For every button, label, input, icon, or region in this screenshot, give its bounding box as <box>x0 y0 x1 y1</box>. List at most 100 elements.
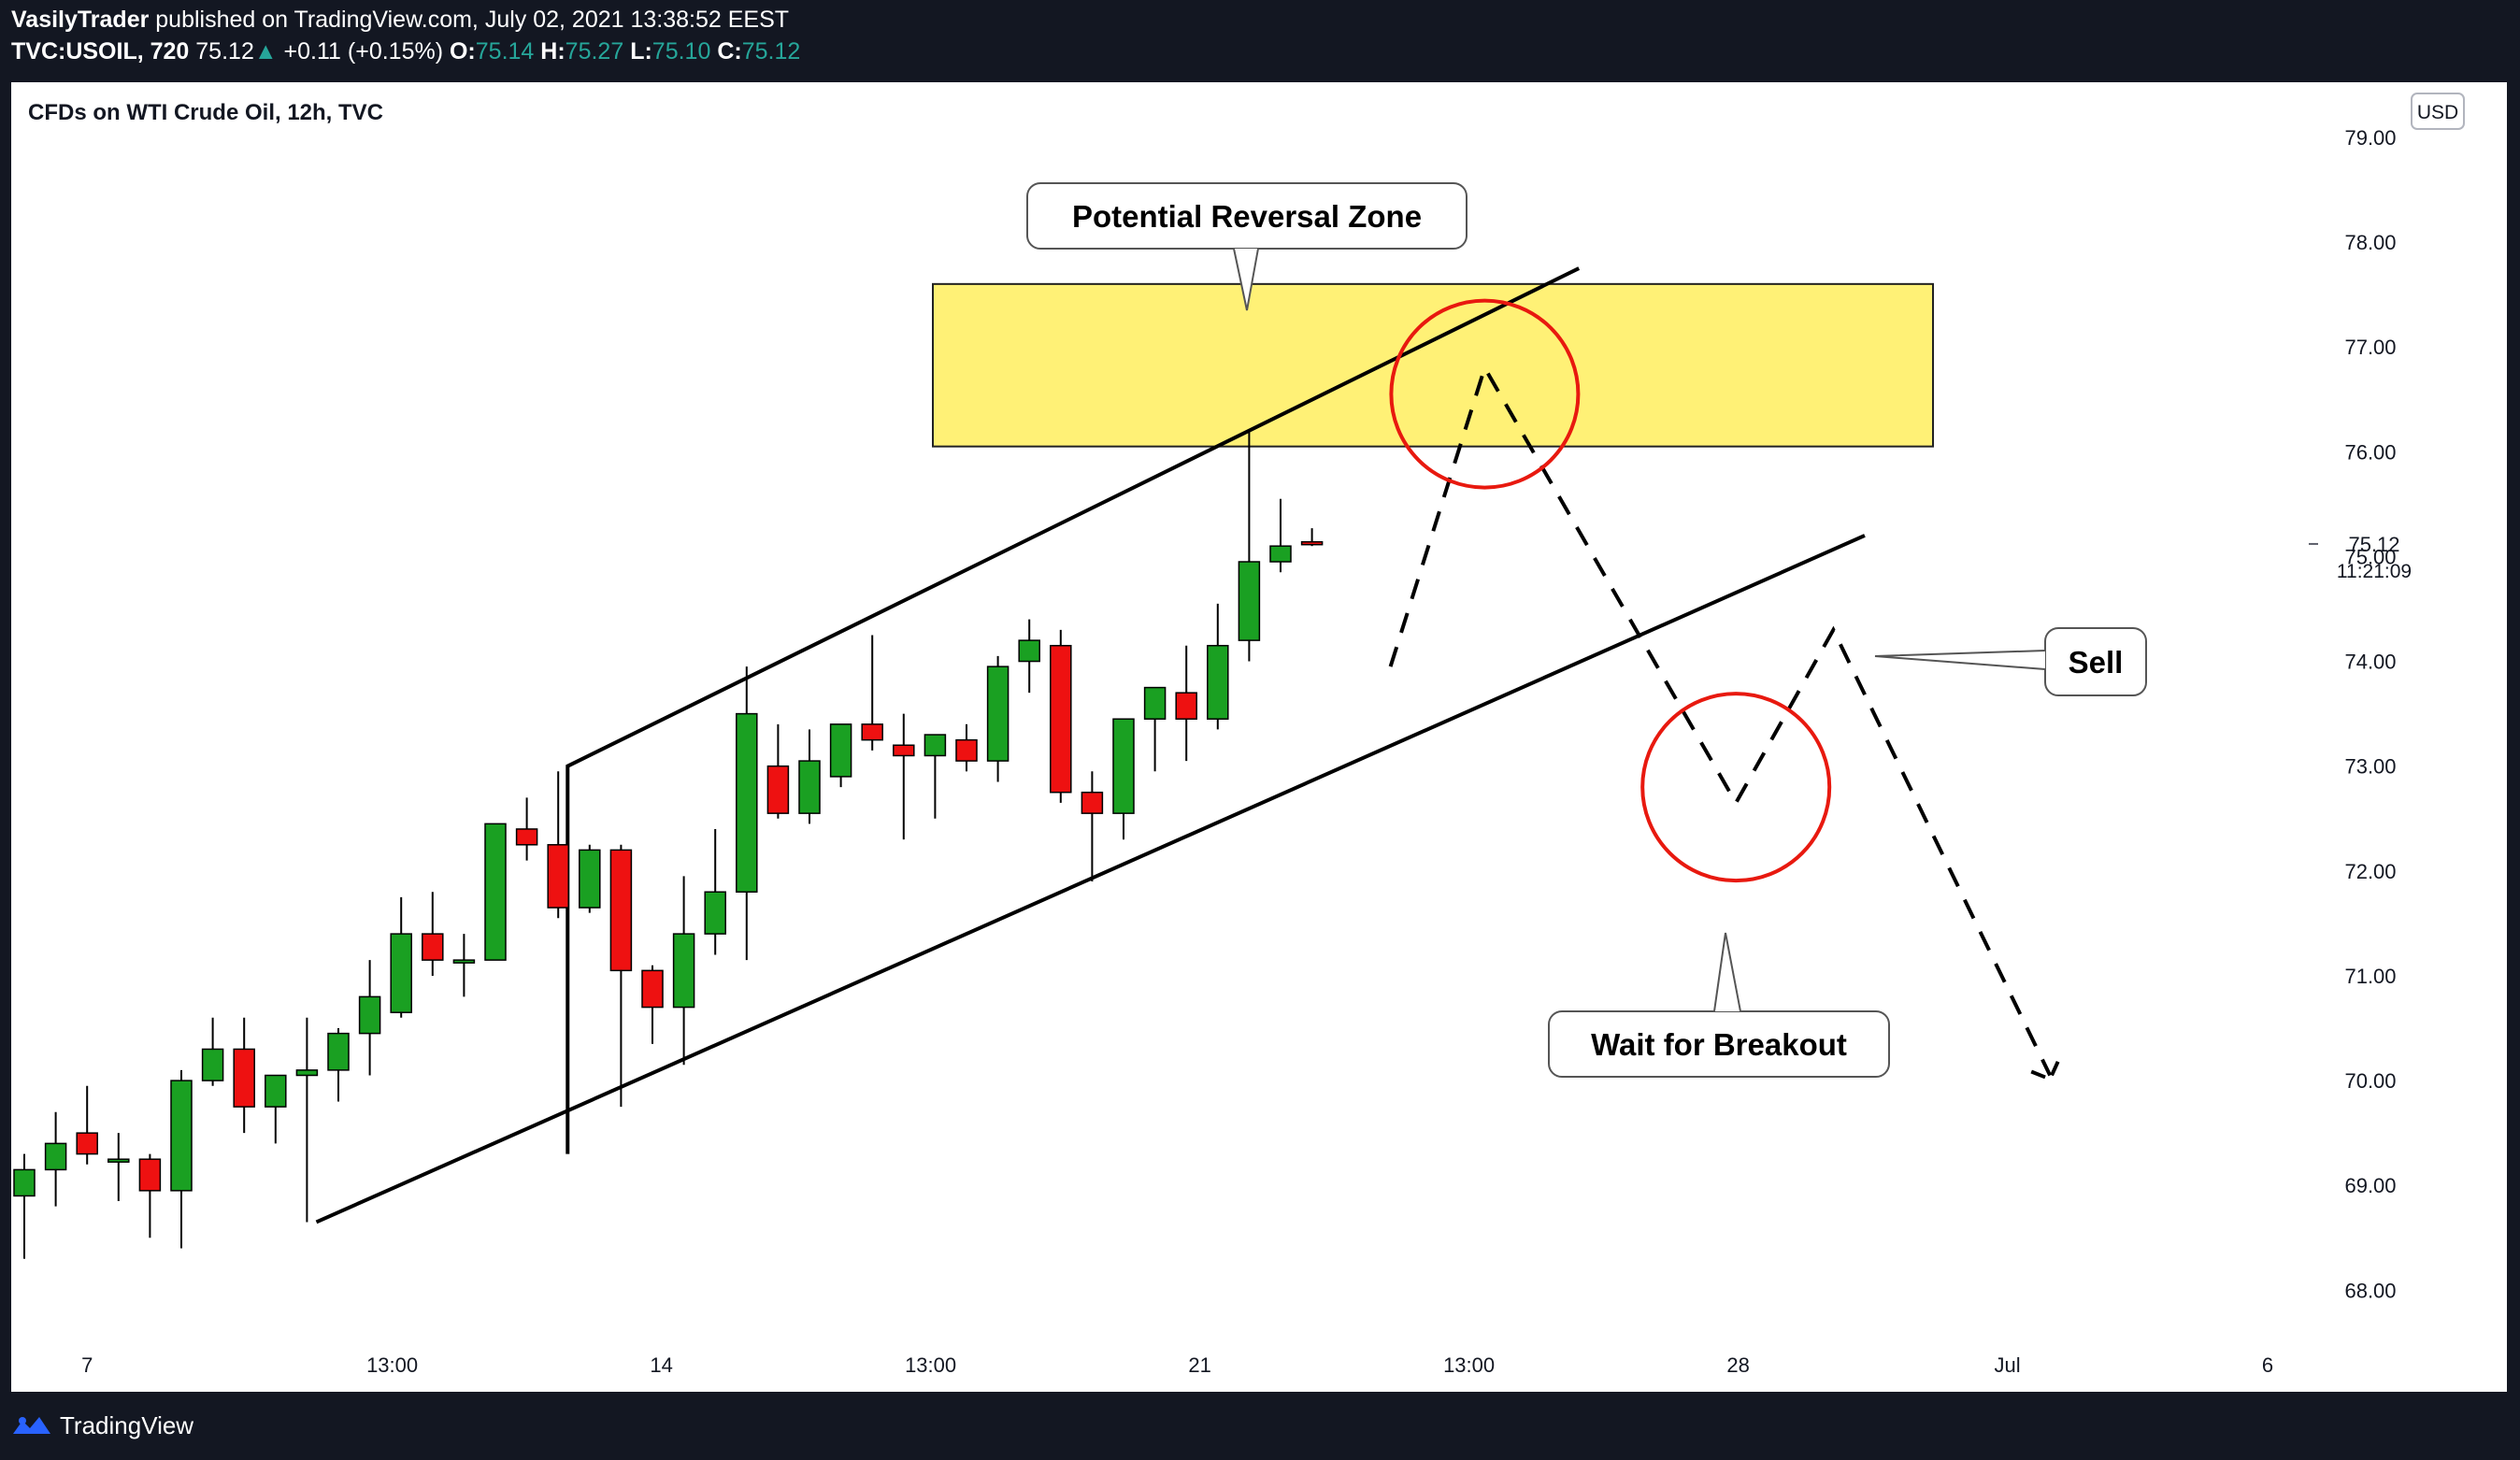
chart-canvas[interactable]: CFDs on WTI Crude Oil, 12h, TVC USD 79.0… <box>11 82 2507 1392</box>
sell-callout-label: Sell <box>2069 645 2124 680</box>
candle-body[interactable] <box>1081 791 1104 814</box>
sell-callout-pointer <box>1874 650 2046 670</box>
open-label: O: <box>449 38 476 64</box>
candle-body[interactable] <box>829 723 852 778</box>
change-arrow-icon: ▲ <box>253 38 278 64</box>
footer-brand[interactable]: TradingView <box>11 1402 193 1449</box>
candle-body[interactable] <box>1269 545 1292 563</box>
tradingview-logo-icon <box>13 1417 50 1434</box>
x-axis-tick-label: 7 <box>81 1353 93 1377</box>
candle-body[interactable] <box>515 828 538 846</box>
high-label: H: <box>540 38 566 64</box>
reversal-zone-callout[interactable]: Potential Reversal Zone <box>1026 182 1468 311</box>
candle-body[interactable] <box>547 844 569 909</box>
last-price: 75.12 <box>195 38 254 64</box>
y-axis-tick-label: 70.00 <box>2344 1069 2396 1093</box>
x-axis-tick-label: 13:00 <box>1443 1353 1495 1377</box>
x-axis-tick-label: 21 <box>1188 1353 1210 1377</box>
candle-body[interactable] <box>609 849 633 972</box>
candle-body[interactable] <box>704 891 726 935</box>
y-axis-tick-label: 75.00 <box>2344 545 2396 568</box>
candle-body[interactable] <box>798 760 821 814</box>
reversal-zone-callout-pointer <box>1233 248 1259 311</box>
x-axis-tick-label: 13:00 <box>366 1353 418 1377</box>
candle-body[interactable] <box>44 1142 67 1171</box>
breakout-target-circle[interactable] <box>1640 692 1832 883</box>
candle-body[interactable] <box>138 1158 162 1192</box>
sell-callout[interactable]: Sell <box>1874 627 2147 696</box>
published-text: published on TradingView.com, July 02, 2… <box>149 7 790 33</box>
candle-body[interactable] <box>1050 644 1072 794</box>
close-value: 75.12 <box>741 38 801 64</box>
x-axis-tick-label: 6 <box>2262 1353 2273 1377</box>
chart-title: CFDs on WTI Crude Oil, 12h, TVC <box>28 100 383 125</box>
projection-arrowhead <box>2030 1057 2062 1082</box>
x-axis-tick-label: Jul <box>1995 1353 2021 1377</box>
price-change: +0.11 (+0.15%) <box>283 38 444 64</box>
x-axis-tick-label: 13:00 <box>905 1353 956 1377</box>
candle-body[interactable] <box>13 1168 36 1197</box>
candle-body[interactable] <box>76 1132 98 1155</box>
y-axis-tick-label: 71.00 <box>2344 965 2396 988</box>
breakout-callout-pointer <box>1713 932 1741 1012</box>
breakout-callout[interactable]: Wait for Breakout <box>1548 932 1890 1078</box>
currency-box[interactable] <box>2411 93 2465 130</box>
candle-body[interactable] <box>265 1074 287 1108</box>
x-axis-tick-label: 28 <box>1726 1353 1749 1377</box>
reversal-zone-box[interactable] <box>932 282 1934 448</box>
candle-body[interactable] <box>201 1048 224 1081</box>
candle-body[interactable] <box>641 969 664 1009</box>
low-value: 75.10 <box>651 38 711 64</box>
candle-body[interactable] <box>1112 718 1135 814</box>
y-axis-tick-label: 79.00 <box>2344 126 2396 150</box>
high-value: 75.27 <box>565 38 624 64</box>
currency-label: USD <box>2417 102 2458 123</box>
reversal-zone-callout-label: Potential Reversal Zone <box>1072 199 1422 234</box>
candle-body[interactable] <box>893 744 915 757</box>
candle-body[interactable] <box>955 738 978 762</box>
chart-panel[interactable]: CFDs on WTI Crude Oil, 12h, TVC USD 79.0… <box>11 82 2507 1392</box>
y-axis-tick-label: 74.00 <box>2344 651 2396 674</box>
y-axis-tick-label: 69.00 <box>2344 1174 2396 1197</box>
y-axis-tick-label: 76.00 <box>2344 440 2396 464</box>
open-value: 75.14 <box>475 38 535 64</box>
candle-body[interactable] <box>1143 686 1167 720</box>
candle-body[interactable] <box>484 823 507 961</box>
breakout-callout-label: Wait for Breakout <box>1591 1027 1847 1062</box>
channel-lower-line[interactable] <box>315 534 1866 1224</box>
candle-body[interactable] <box>170 1080 193 1192</box>
candle-body[interactable] <box>327 1032 350 1071</box>
projection-path[interactable] <box>1388 363 2052 1077</box>
candle-body[interactable] <box>358 995 381 1035</box>
low-label: L: <box>630 38 652 64</box>
candle-body[interactable] <box>1175 692 1197 720</box>
candle-body[interactable] <box>107 1158 130 1163</box>
candle-body[interactable] <box>1018 639 1040 663</box>
candle-body[interactable] <box>295 1069 319 1077</box>
candle-body[interactable] <box>1300 540 1324 546</box>
y-axis-tick-label: 78.00 <box>2344 231 2396 254</box>
channel-upper-line[interactable] <box>566 266 1581 1154</box>
candle-body[interactable] <box>1207 644 1229 720</box>
candle-body[interactable] <box>452 959 476 964</box>
y-axis-tick-label: 72.00 <box>2344 860 2396 883</box>
candle-body[interactable] <box>422 933 444 961</box>
candle-body[interactable] <box>924 734 947 757</box>
candle-body[interactable] <box>233 1048 255 1108</box>
candle-body[interactable] <box>986 666 1009 762</box>
publisher-name[interactable]: VasilyTrader <box>11 7 150 33</box>
x-axis-tick-label: 14 <box>650 1353 672 1377</box>
symbol-label: TVC:USOIL, 720 <box>11 38 190 64</box>
candle-body[interactable] <box>766 765 790 814</box>
candle-body[interactable] <box>736 712 758 893</box>
candle-body[interactable] <box>861 723 883 741</box>
candle-body[interactable] <box>1238 561 1261 641</box>
y-axis-tick-label: 77.00 <box>2344 336 2396 359</box>
candle-body[interactable] <box>672 933 695 1009</box>
candle-body[interactable] <box>390 933 412 1013</box>
y-axis-tick-label: 73.00 <box>2344 755 2396 779</box>
footer-brand-label: TradingView <box>60 1410 194 1439</box>
reversal-target-circle[interactable] <box>1389 298 1581 490</box>
candle-body[interactable] <box>579 849 601 909</box>
bar-countdown-label: 11:21:09 <box>2337 561 2412 582</box>
